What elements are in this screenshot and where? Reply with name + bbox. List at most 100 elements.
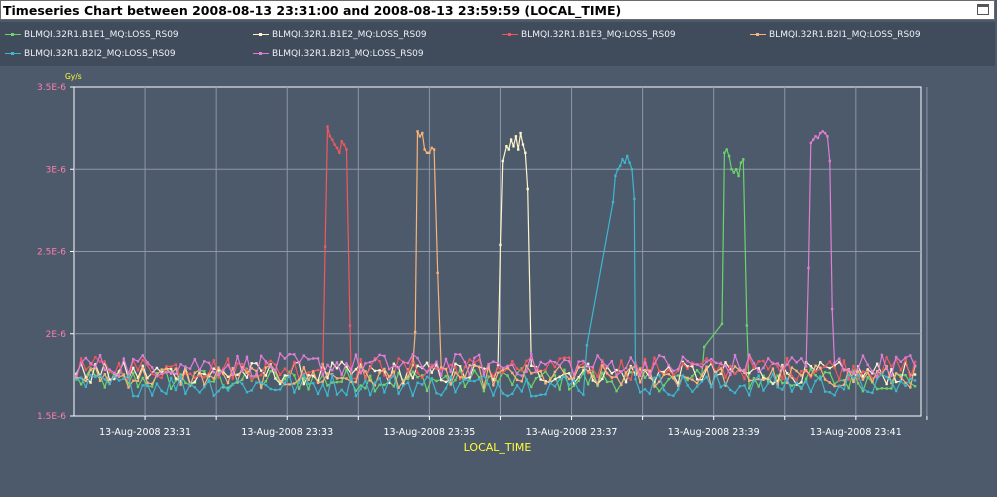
data-point	[658, 389, 661, 393]
data-point	[512, 145, 515, 148]
data-point	[506, 394, 509, 398]
data-point	[762, 366, 765, 370]
data-point	[748, 356, 751, 359]
data-point	[681, 374, 685, 377]
data-point	[141, 367, 144, 370]
data-point	[406, 375, 410, 378]
data-point	[672, 375, 675, 378]
data-point	[468, 373, 471, 377]
data-point	[511, 360, 514, 363]
data-point	[686, 376, 689, 380]
maximize-button[interactable]	[977, 4, 989, 15]
data-point	[700, 374, 704, 378]
data-point	[113, 374, 116, 377]
data-point	[146, 363, 149, 367]
data-point	[184, 372, 187, 375]
data-point	[432, 148, 436, 151]
data-point	[804, 369, 808, 372]
legend-swatch	[252, 48, 270, 60]
data-point	[245, 355, 249, 359]
data-point	[449, 375, 452, 379]
data-point	[440, 374, 443, 377]
data-point	[899, 373, 903, 377]
data-point	[122, 357, 125, 360]
data-point	[705, 365, 708, 368]
data-point	[307, 373, 310, 377]
data-point	[790, 356, 794, 359]
data-point	[890, 381, 893, 385]
data-point	[359, 384, 362, 387]
data-point	[473, 364, 476, 367]
data-point	[141, 384, 144, 387]
data-point	[160, 372, 163, 376]
data-point	[667, 393, 670, 396]
data-point	[833, 394, 836, 397]
data-point	[411, 370, 414, 373]
data-point	[648, 392, 651, 395]
data-point	[392, 385, 396, 388]
data-point	[719, 362, 722, 365]
data-point	[458, 376, 462, 379]
data-point	[577, 379, 580, 383]
data-point	[890, 387, 893, 390]
data-point	[899, 379, 903, 383]
data-point	[724, 384, 727, 387]
data-point	[691, 375, 694, 378]
data-point	[402, 384, 405, 387]
data-point	[146, 376, 149, 380]
data-point	[624, 366, 628, 370]
series-line	[75, 130, 916, 379]
data-point	[387, 377, 391, 380]
legend-item: BLMQI.32R1.B2I3_MQ:LOSS_RS09	[252, 47, 424, 61]
data-point	[880, 371, 884, 374]
data-point	[264, 366, 268, 369]
data-point	[577, 366, 580, 369]
data-point	[449, 370, 452, 373]
data-point	[618, 164, 622, 168]
legend-item: BLMQI.32R1.B1E2_MQ:LOSS_RS09	[252, 28, 427, 42]
data-point	[596, 354, 599, 357]
data-point	[534, 367, 538, 370]
data-point	[264, 383, 268, 387]
data-point	[563, 358, 566, 362]
data-point	[169, 371, 173, 374]
data-point	[730, 168, 733, 171]
data-point	[781, 377, 784, 381]
data-point	[430, 378, 433, 381]
data-point	[623, 161, 627, 164]
data-point	[354, 377, 358, 380]
data-point	[567, 383, 571, 387]
data-point	[259, 354, 263, 358]
data-point	[368, 393, 372, 397]
data-point	[496, 364, 500, 367]
data-point	[269, 359, 272, 363]
data-point	[729, 368, 732, 371]
data-point	[435, 363, 438, 366]
data-point	[605, 372, 609, 375]
data-point	[160, 370, 163, 373]
data-point	[283, 382, 287, 386]
data-point	[737, 174, 740, 178]
data-point	[748, 379, 751, 382]
data-point	[165, 371, 168, 374]
data-point	[368, 361, 372, 364]
data-point	[411, 353, 414, 356]
data-point	[368, 379, 372, 382]
data-point	[890, 368, 893, 371]
data-point	[501, 366, 505, 370]
data-point	[150, 394, 154, 397]
data-point	[84, 379, 88, 383]
data-point	[411, 376, 414, 380]
data-point	[620, 359, 623, 362]
data-point	[212, 371, 215, 374]
data-point	[326, 384, 329, 387]
data-point	[241, 378, 244, 381]
data-point	[691, 378, 694, 381]
data-point	[383, 367, 386, 371]
data-point	[188, 367, 192, 370]
data-point	[913, 379, 917, 382]
data-point	[288, 374, 291, 378]
data-point	[406, 368, 410, 371]
data-point	[826, 135, 829, 138]
legend-swatch	[501, 29, 519, 41]
